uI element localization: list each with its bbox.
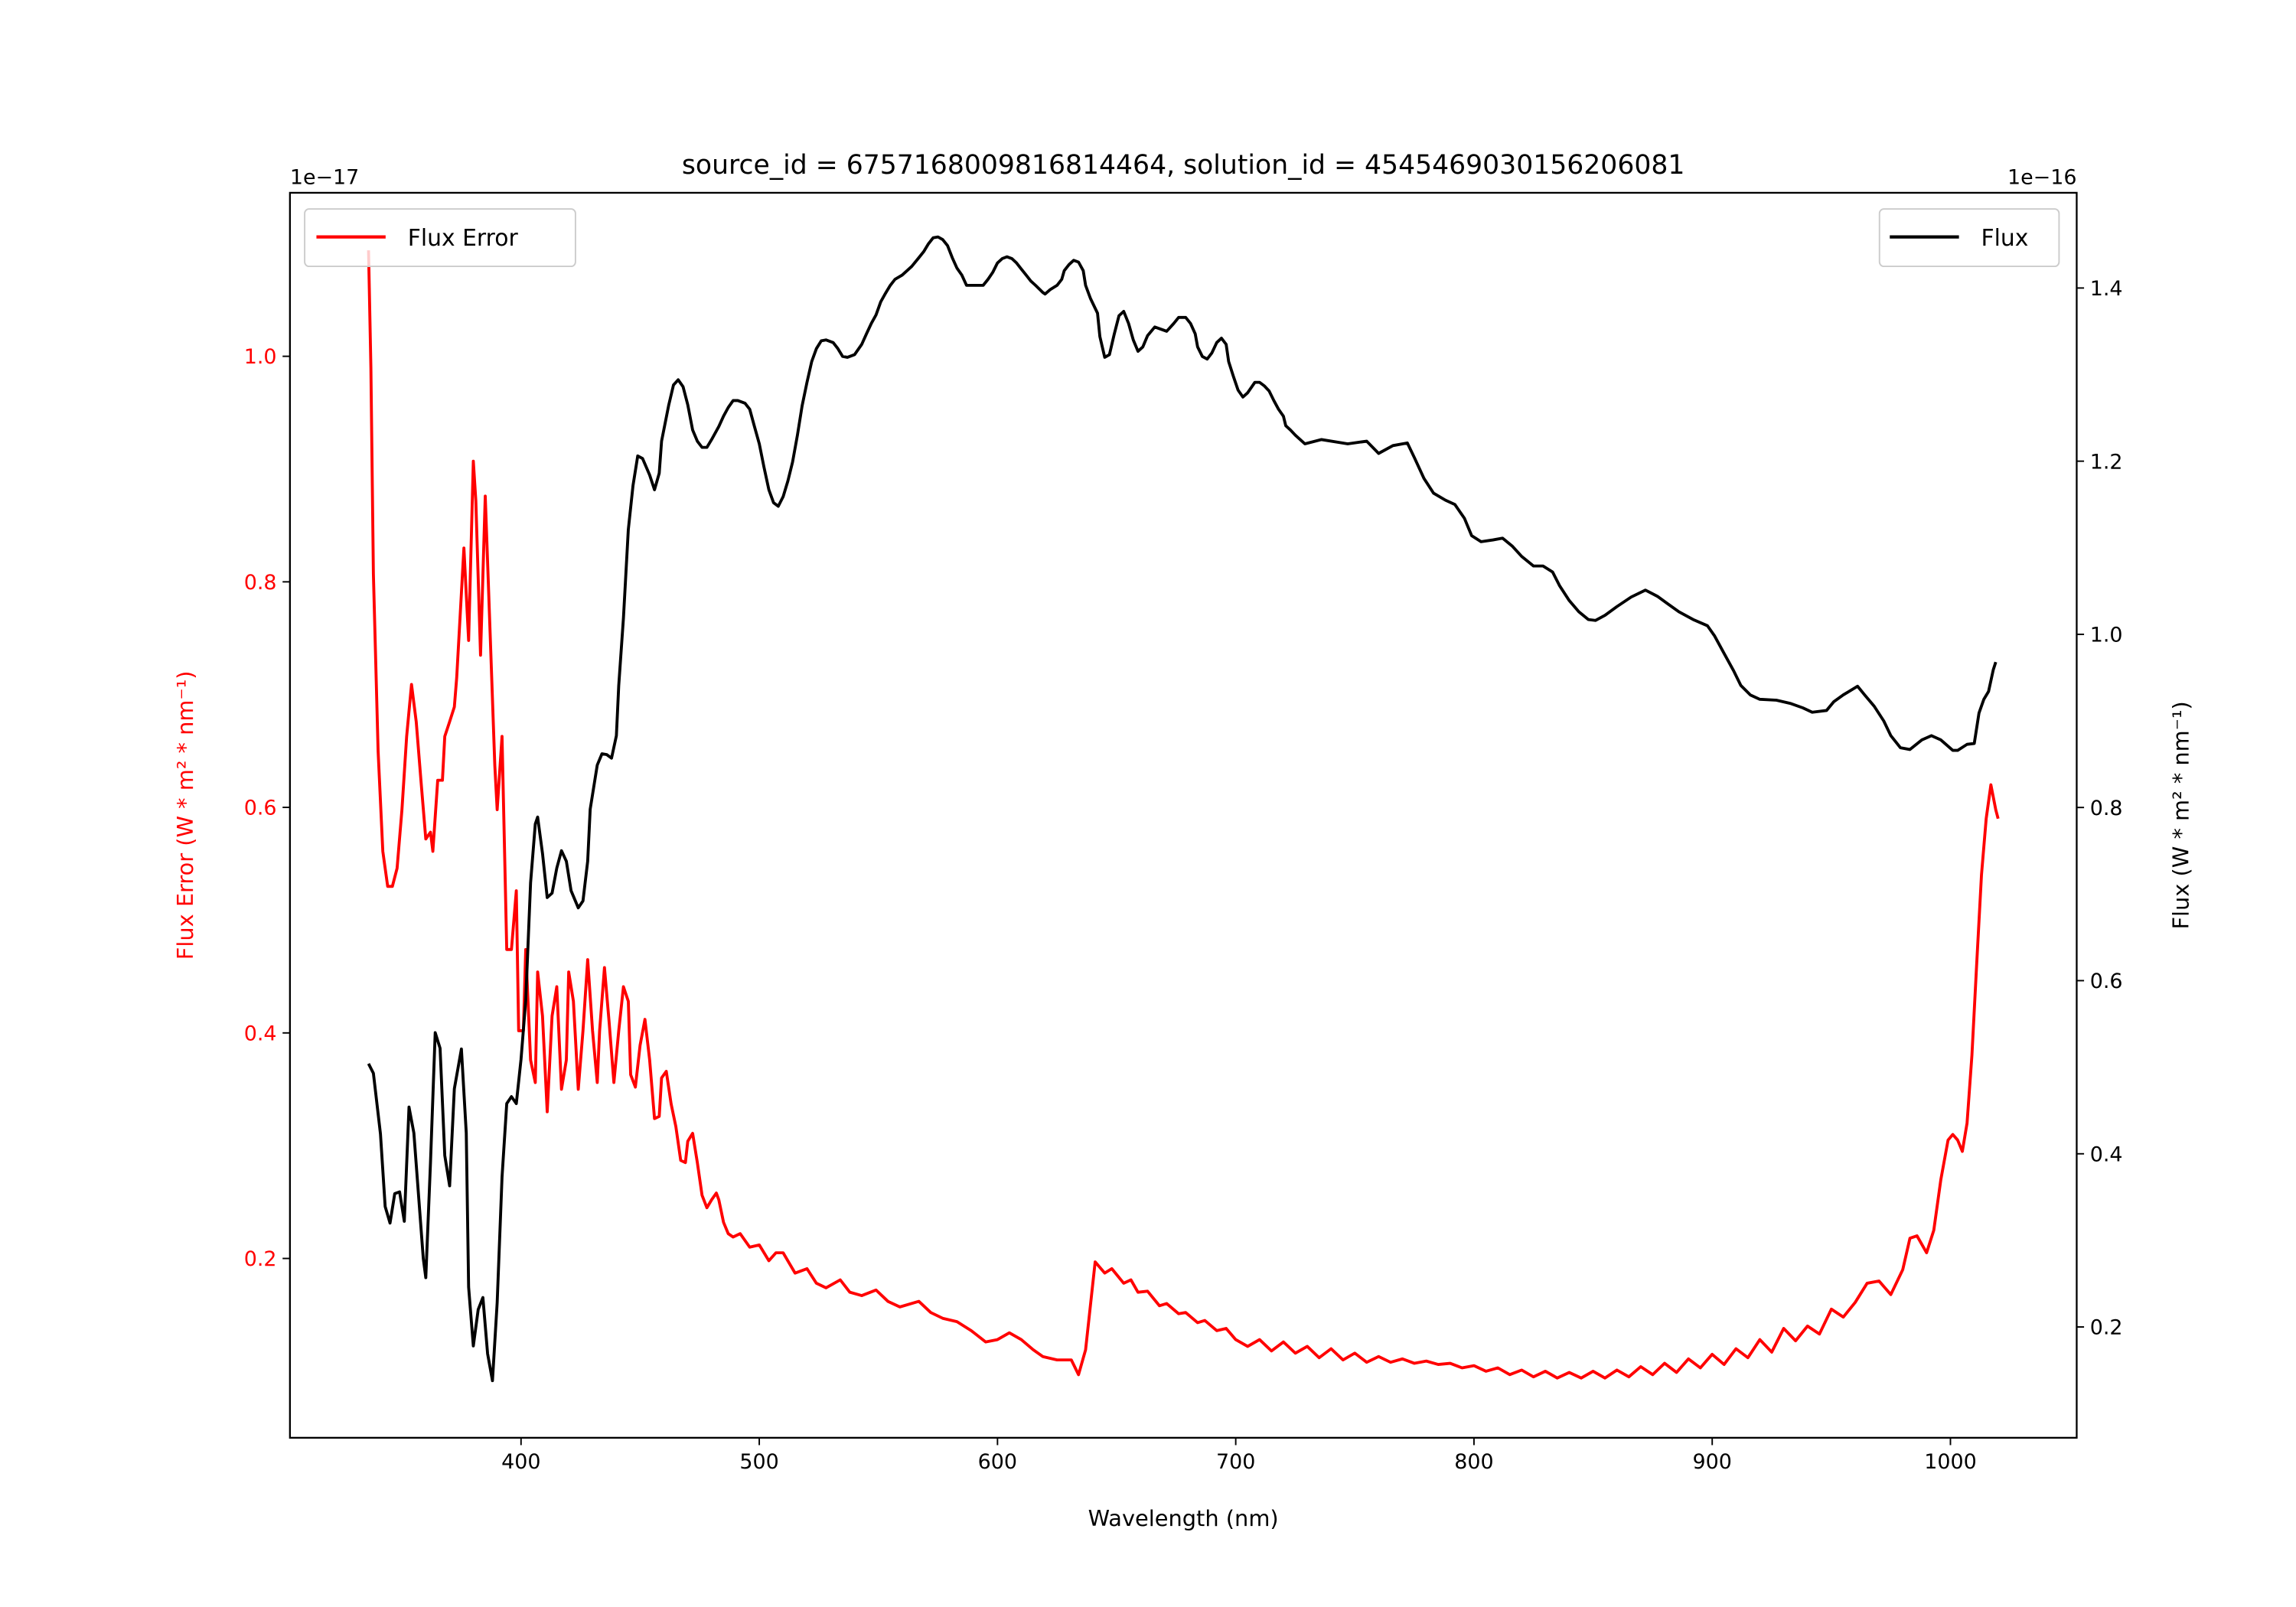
legend-frame bbox=[304, 208, 576, 268]
ticks-layer: 400 500 600 700 800 900 1000 0.2 0.4 0.6 0.8 1.0 0.2… bbox=[244, 277, 2123, 1474]
x-tick-label: 600 bbox=[978, 1450, 1017, 1474]
x-tick-label: 1000 bbox=[1924, 1450, 1976, 1474]
left-y-tick-label: 0.8 bbox=[244, 571, 277, 595]
right-y-tick-label: 0.2 bbox=[2090, 1316, 2123, 1340]
x-tick-label: 500 bbox=[739, 1450, 778, 1474]
right-y-tick-label: 1.2 bbox=[2090, 450, 2123, 474]
plot-frame bbox=[289, 191, 2078, 1439]
series-line-flux-error bbox=[367, 250, 2000, 1380]
x-tick-label: 400 bbox=[501, 1450, 540, 1474]
legend-label-flux: Flux bbox=[1981, 225, 2028, 252]
right-offset-text: 1e−16 bbox=[2007, 165, 2076, 189]
x-axis-label: Wavelength (nm) bbox=[1088, 1505, 1279, 1531]
right-y-tick-label: 0.4 bbox=[2090, 1143, 2123, 1166]
left-y-tick-label: 0.6 bbox=[244, 797, 277, 820]
x-tick-label: 800 bbox=[1454, 1450, 1493, 1474]
x-tick-label: 900 bbox=[1693, 1450, 1732, 1474]
right-axis-label: Flux (W * m² * nm⁻¹) bbox=[2168, 701, 2194, 929]
left-axis-label: Flux Error (W * m² * nm⁻¹) bbox=[172, 671, 198, 960]
legend-flux: Flux bbox=[1878, 208, 2060, 268]
series-layer bbox=[367, 235, 2000, 1383]
legend-label-flux-error: Flux Error bbox=[408, 225, 519, 252]
right-y-tick-label: 0.8 bbox=[2090, 797, 2123, 820]
right-y-tick-label: 0.6 bbox=[2090, 970, 2123, 993]
legend-frame bbox=[1878, 208, 2060, 268]
right-y-tick-label: 1.4 bbox=[2090, 277, 2123, 301]
left-y-tick-label: 0.2 bbox=[244, 1247, 277, 1271]
series-line-flux bbox=[367, 235, 1998, 1383]
x-tick-label: 700 bbox=[1216, 1450, 1255, 1474]
left-y-tick-label: 1.0 bbox=[244, 345, 277, 369]
left-y-tick-label: 0.4 bbox=[244, 1022, 277, 1045]
right-y-tick-label: 1.0 bbox=[2090, 624, 2123, 647]
legend-flux-error: Flux Error bbox=[304, 208, 576, 268]
left-offset-text: 1e−17 bbox=[290, 165, 359, 189]
chart-title: source_id = 6757168009816814464, solutio… bbox=[682, 150, 1685, 181]
